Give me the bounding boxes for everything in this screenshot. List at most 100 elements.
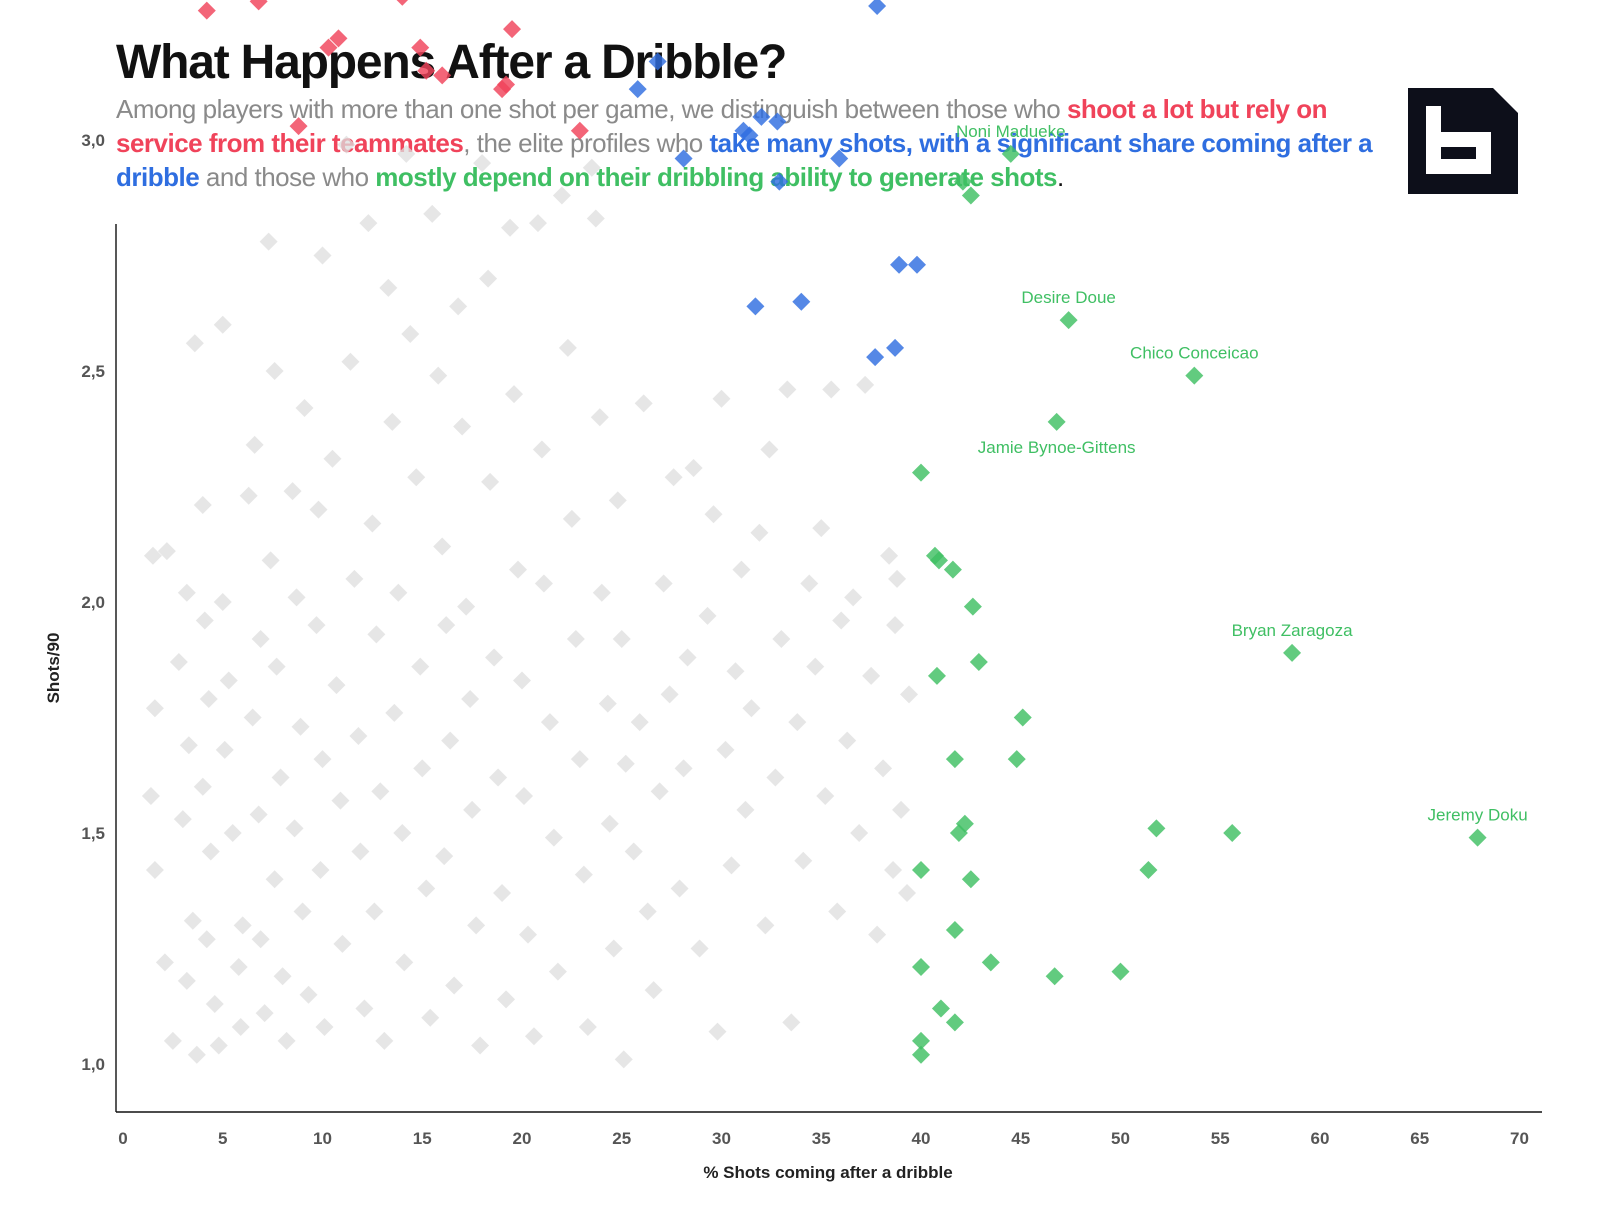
grey-player-point <box>413 759 432 778</box>
grey-player-point <box>331 791 350 810</box>
green-player-point <box>912 957 930 976</box>
red-player-point <box>197 1 216 20</box>
grey-player-point <box>578 1018 597 1037</box>
grey-player-point <box>509 560 528 579</box>
x-tick-label: 0 <box>118 1129 127 1148</box>
player-label: Noni Madueke <box>956 122 1066 141</box>
grey-player-point <box>650 782 669 801</box>
grey-player-point <box>233 916 252 935</box>
grey-player-point <box>544 828 563 847</box>
grey-player-point <box>750 523 769 542</box>
grey-player-point <box>892 800 911 819</box>
grey-player-point <box>365 902 384 921</box>
x-tick-label: 50 <box>1111 1129 1130 1148</box>
red-player-point <box>411 38 430 57</box>
green-player-point <box>945 1013 964 1032</box>
grey-player-point <box>265 362 284 380</box>
grey-player-point <box>552 186 571 205</box>
grey-player-point <box>437 616 456 635</box>
green-player-point <box>912 1045 930 1064</box>
y-tick-label: 3,0 <box>81 131 105 150</box>
grey-player-point <box>493 884 512 903</box>
grey-player-point <box>766 768 785 787</box>
x-tick-label: 35 <box>812 1129 831 1148</box>
grey-player-point <box>145 699 164 718</box>
green-player-point <box>961 186 980 205</box>
grey-player-point <box>213 315 232 334</box>
grey-player-point <box>600 814 619 833</box>
red-player-point <box>570 121 589 140</box>
green-player-point <box>1001 144 1020 163</box>
grey-player-point <box>315 1018 334 1037</box>
grey-player-point <box>453 417 472 436</box>
grey-player-point <box>435 847 454 866</box>
grey-player-point <box>313 246 332 265</box>
grey-player-point <box>229 957 248 976</box>
grey-player-point <box>634 394 653 413</box>
grey-player-point <box>471 1036 490 1055</box>
grey-player-point <box>616 754 635 773</box>
grey-player-point <box>670 879 689 898</box>
grey-player-point <box>467 916 486 935</box>
red-player-point <box>433 66 452 85</box>
grey-player-point <box>327 676 346 695</box>
chart-title: What Happens After a Dribble? <box>116 36 787 89</box>
grey-player-point <box>239 486 258 505</box>
green-player-point <box>943 560 962 579</box>
grey-player-point <box>173 810 192 829</box>
grey-player-point <box>449 297 468 316</box>
grey-player-point <box>479 269 498 288</box>
grey-player-point <box>816 787 835 806</box>
grey-player-point <box>349 726 368 745</box>
grey-player-point <box>265 870 284 889</box>
player-label: Bryan Zaragoza <box>1232 621 1353 640</box>
blue-player-point <box>890 255 909 274</box>
y-tick-label: 1,5 <box>81 824 105 843</box>
grey-player-point <box>177 583 196 602</box>
grey-player-point <box>359 214 378 233</box>
grey-player-point <box>295 398 314 417</box>
grey-player-point <box>209 1036 228 1055</box>
grey-player-point <box>592 583 611 602</box>
grey-player-point <box>429 366 448 385</box>
green-player-point <box>912 860 930 879</box>
grey-player-point <box>812 519 831 538</box>
grey-player-point <box>367 625 386 644</box>
grey-player-point <box>197 930 216 949</box>
x-tick-label: 65 <box>1410 1129 1429 1148</box>
grey-player-point <box>548 962 567 981</box>
subtitle-highlight-blue: take many shots, with a significant shar… <box>116 128 1373 192</box>
grey-player-point <box>441 731 460 750</box>
y-tick-label: 1,0 <box>81 1055 105 1074</box>
grey-player-point <box>213 593 232 611</box>
grey-player-point <box>678 648 697 667</box>
green-player-point <box>955 814 974 833</box>
grey-player-point <box>333 934 352 953</box>
grey-player-point <box>586 209 605 228</box>
grey-player-point <box>612 629 631 648</box>
green-player-point <box>981 953 1000 972</box>
grey-player-point <box>417 879 436 898</box>
grey-player-point <box>341 352 360 371</box>
grey-player-point <box>608 491 627 510</box>
grey-player-point <box>169 653 188 672</box>
blue-player-point <box>752 107 771 126</box>
grey-player-point <box>259 232 278 251</box>
grey-player-point <box>704 505 723 524</box>
grey-player-point <box>407 468 426 487</box>
grey-player-point <box>900 685 919 704</box>
grey-player-point <box>285 819 304 838</box>
grey-player-point <box>393 824 412 842</box>
x-tick-label: 25 <box>612 1129 631 1148</box>
grey-player-point <box>868 925 887 944</box>
grey-player-point <box>183 911 202 930</box>
grey-player-point <box>433 537 452 556</box>
grey-player-point <box>788 713 807 732</box>
grey-player-point <box>277 1031 296 1050</box>
grey-player-point <box>457 597 476 616</box>
grey-player-point <box>313 750 332 769</box>
grey-player-point <box>205 994 224 1013</box>
grey-player-point <box>337 135 356 154</box>
blue-player-point <box>868 0 887 16</box>
